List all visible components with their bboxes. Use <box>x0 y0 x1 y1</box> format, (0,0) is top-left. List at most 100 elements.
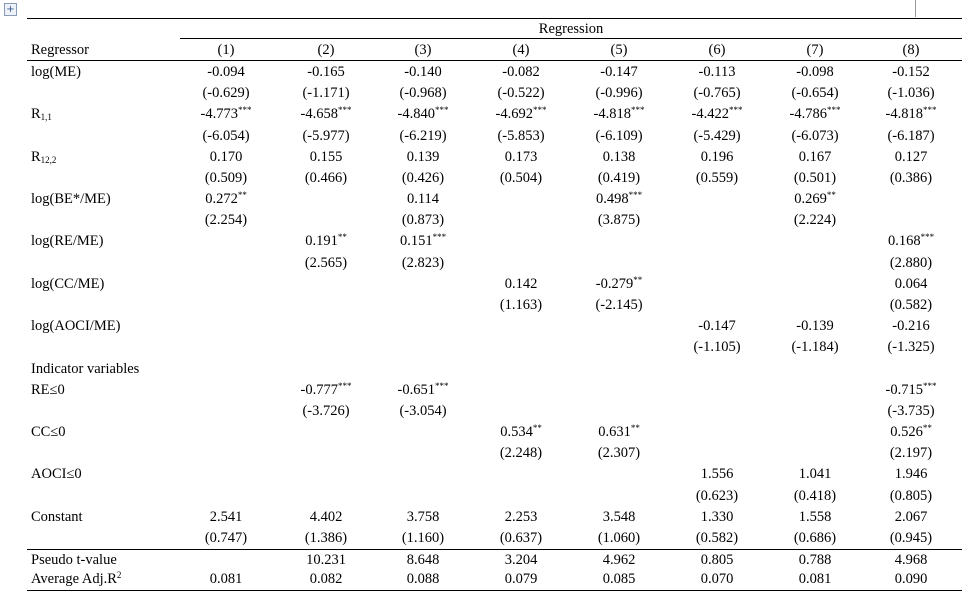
summary-value: 0.081 <box>798 571 832 587</box>
group-rule <box>180 38 962 39</box>
row-label: RE≤0 <box>31 382 65 398</box>
t-statistic: (0.426) <box>401 169 445 186</box>
t-statistic: (3.875) <box>597 212 641 229</box>
coefficient: 1.556 <box>700 466 734 483</box>
t-statistic: (-1.325) <box>887 339 935 356</box>
coefficient: -4.658*** <box>300 105 352 123</box>
significance-stars: *** <box>434 380 449 391</box>
t-statistic: (1.163) <box>499 296 543 313</box>
coefficient: 1.041 <box>798 466 832 483</box>
row-label: log(CC/ME) <box>31 276 104 292</box>
frame-corner <box>915 0 916 17</box>
significance-stars: *** <box>922 380 937 391</box>
coefficient: -0.152 <box>892 64 930 80</box>
significance-stars: *** <box>337 105 352 116</box>
column-header: (1) <box>217 42 235 58</box>
t-statistic: (0.945) <box>889 529 933 546</box>
label-text: CC≤0 <box>31 424 66 441</box>
significance-stars: *** <box>237 105 252 116</box>
coefficient: -0.279** <box>596 274 643 292</box>
row-label: Average Adj.R2 <box>31 571 121 588</box>
cell-value: -4.692 <box>495 106 533 123</box>
coefficient: -0.113 <box>698 64 736 80</box>
row-label: log(RE/ME) <box>31 233 104 249</box>
summary-value: 3.204 <box>504 552 538 568</box>
significance-stars: ** <box>633 274 643 285</box>
significance-stars: *** <box>922 105 937 116</box>
summary-value: 4.968 <box>894 552 928 568</box>
cell-value: 0.498 <box>595 191 629 208</box>
cell-value: -0.777 <box>300 381 338 398</box>
footer-rule <box>27 549 962 550</box>
t-statistic: (0.747) <box>204 529 248 546</box>
coefficient: 1.946 <box>894 466 928 483</box>
coefficient: 3.758 <box>406 508 440 525</box>
group-header: Regression <box>538 21 604 37</box>
coefficient: -4.692*** <box>495 105 547 123</box>
significance-stars: *** <box>432 232 447 243</box>
cell-value: -4.658 <box>300 106 338 123</box>
cell-value: 0.151 <box>399 233 433 250</box>
column-header: (4) <box>512 42 530 58</box>
coefficient: 0.151*** <box>399 232 447 250</box>
coefficient: 0.526** <box>890 424 932 441</box>
row-label: log(ME) <box>31 64 81 80</box>
coefficient: -4.818*** <box>886 105 937 123</box>
coefficient: 0.167 <box>798 148 832 165</box>
t-statistic: (0.418) <box>793 487 837 504</box>
header-label: Regressor <box>31 42 89 58</box>
t-statistic: (1.160) <box>401 529 445 546</box>
coefficient: -0.715*** <box>886 380 937 398</box>
significance-stars: ** <box>337 232 347 243</box>
coefficient: -0.147 <box>600 64 638 80</box>
t-statistic: (0.501) <box>793 169 837 186</box>
t-statistic: (-0.629) <box>202 85 250 102</box>
column-header: (2) <box>317 42 335 58</box>
label-text: Pseudo t-value <box>31 552 117 568</box>
t-statistic: (2.224) <box>793 212 837 229</box>
cell-value: -4.773 <box>200 106 238 123</box>
t-statistic: (-6.109) <box>595 127 643 144</box>
label-text: Average Adj.R <box>31 571 117 587</box>
label-text: log(BE*/ME) <box>31 191 111 208</box>
significance-stars: *** <box>532 105 547 116</box>
significance-stars: *** <box>337 380 352 391</box>
t-statistic: (0.686) <box>793 529 837 546</box>
significance-stars: *** <box>920 232 935 243</box>
row-label: R12,2 <box>31 149 56 165</box>
coefficient: -0.147 <box>698 318 736 335</box>
significance-stars: *** <box>628 190 643 201</box>
coefficient: 2.541 <box>209 508 243 525</box>
coefficient: 0.191** <box>305 232 347 250</box>
coefficient: 0.498*** <box>595 190 643 208</box>
significance-stars: *** <box>434 105 449 116</box>
coefficient: 0.168*** <box>888 232 935 250</box>
coefficient: 0.196 <box>700 148 734 165</box>
t-statistic: (-5.853) <box>497 127 545 144</box>
label-text: log(CC/ME) <box>31 275 105 292</box>
cell-value: 0.191 <box>305 233 338 250</box>
t-statistic: (0.466) <box>304 169 348 186</box>
cell-value: -4.818 <box>593 106 631 123</box>
coefficient: -0.094 <box>207 64 245 80</box>
coefficient: 0.173 <box>504 148 538 165</box>
label-text: log(AOCI/ME) <box>31 318 121 335</box>
column-header: (3) <box>414 42 432 58</box>
summary-value: 0.081 <box>209 571 243 587</box>
coefficient: 0.272** <box>205 191 247 208</box>
t-statistic: (-0.522) <box>497 85 545 102</box>
label-text: log(ME) <box>31 64 81 80</box>
cell-value: 0.272 <box>205 191 238 208</box>
coefficient: 2.253 <box>504 508 538 525</box>
summary-value: 0.082 <box>309 571 343 587</box>
column-header: (7) <box>806 42 824 58</box>
coefficient: -0.777*** <box>300 380 352 398</box>
summary-value: 0.070 <box>700 571 734 587</box>
label-subscript: 12,2 <box>40 154 57 165</box>
significance-stars: *** <box>630 105 645 116</box>
summary-value: 0.090 <box>894 571 928 587</box>
label-text: AOCI≤0 <box>31 466 82 483</box>
summary-value: 0.805 <box>700 552 734 568</box>
cell-value: -0.651 <box>397 381 435 398</box>
coefficient: 0.631** <box>598 424 640 441</box>
